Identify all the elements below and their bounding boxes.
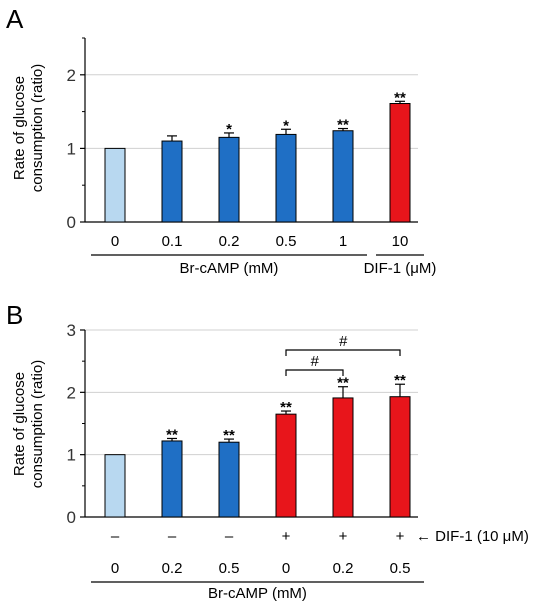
panel-b-bar xyxy=(275,413,297,518)
panel-a-label: A xyxy=(6,4,24,34)
panel-b-comparison-mark: # xyxy=(310,353,319,370)
panel-b-dif-marker: + xyxy=(339,528,348,545)
panel-b-dif-marker: – xyxy=(111,528,120,545)
panel-a-bar xyxy=(389,103,411,223)
panel-a-category-label: 1 xyxy=(339,233,347,250)
panel-b-bar xyxy=(161,440,183,518)
panel-a-category-label: 0.5 xyxy=(276,233,297,250)
panel-b-dif-label: ← DIF-1 (10 μM) xyxy=(416,528,529,545)
panel-b-significance-mark: ** xyxy=(166,426,178,443)
panel-a-category-label: 0.2 xyxy=(219,233,240,250)
panel-b-comparison-bracket xyxy=(285,369,344,376)
panel-b-significance-mark: ** xyxy=(223,427,235,444)
panel-a-category-label: 0.1 xyxy=(162,233,183,250)
panel-a-significance-mark: * xyxy=(226,121,232,138)
panel-a-significance-mark: * xyxy=(283,117,289,134)
panel-b-ylabel-line1: Rate of glucose xyxy=(11,372,28,476)
panel-b-category-label: 0.5 xyxy=(390,560,411,577)
panel-a-bar xyxy=(104,147,126,223)
panel-b-ytick-label: 0 xyxy=(67,508,76,527)
panel-b-category-label: 0.2 xyxy=(162,560,183,577)
panel-a-significance-mark: ** xyxy=(337,117,349,134)
panel-b-ytick-label: 3 xyxy=(67,321,76,340)
panel-a-group-label: Br-cAMP (mM) xyxy=(180,260,279,277)
panel-a-bar xyxy=(218,136,240,223)
panel-b-dif-marker: – xyxy=(225,528,234,545)
panel-b-bar xyxy=(332,397,354,518)
panel-b-significance-mark: ** xyxy=(394,372,406,389)
panel-b-comparison-bracket xyxy=(285,349,401,356)
panel-b-significance-mark: ** xyxy=(280,399,292,416)
panel-b-category-label: 0.5 xyxy=(219,560,240,577)
panel-b-category-label: 0 xyxy=(111,560,119,577)
panel-b-dif-marker: – xyxy=(168,528,177,545)
panel-a-bar xyxy=(161,140,183,223)
panel-b-category-label: 0 xyxy=(282,560,290,577)
panel-b-bar xyxy=(218,441,240,518)
panel-b-ytick-label: 1 xyxy=(67,446,76,465)
panel-a: Rate of glucose consumption (ratio) 0 1 2 0… xyxy=(11,37,437,277)
panel-a-ytick-label: 1 xyxy=(67,139,76,158)
panel-a-ylabel-line2: consumption (ratio) xyxy=(29,64,46,192)
panel-b: Rate of glucose consumption (ratio) 0 1 2 3… xyxy=(11,321,529,602)
panel-b-group-label: Br-cAMP (mM) xyxy=(208,585,307,602)
panel-b-bar xyxy=(104,454,126,518)
panel-a-ytick-label: 0 xyxy=(67,213,76,232)
panel-a-group-label: DIF-1 (μM) xyxy=(364,260,437,277)
panel-a-bar xyxy=(275,133,297,223)
panel-a-bar xyxy=(332,130,354,223)
panel-a-ylabel-line1: Rate of glucose xyxy=(11,76,28,180)
panel-b-bar xyxy=(389,396,411,518)
panel-a-category-label: 10 xyxy=(392,233,409,250)
panel-b-category-label: 0.2 xyxy=(333,560,354,577)
panel-b-dif-marker: + xyxy=(396,528,405,545)
panel-b-ytick-label: 2 xyxy=(67,383,76,402)
panel-a-category-label: 0 xyxy=(111,233,119,250)
panel-b-comparison-mark: # xyxy=(339,333,348,350)
panel-a-significance-mark: ** xyxy=(394,89,406,106)
panel-a-ytick-label: 2 xyxy=(67,66,76,85)
panel-b-ylabel-line2: consumption (ratio) xyxy=(29,360,46,488)
panel-b-dif-marker: + xyxy=(282,528,291,545)
panel-b-significance-mark: ** xyxy=(337,375,349,392)
panel-b-label: B xyxy=(6,300,23,330)
